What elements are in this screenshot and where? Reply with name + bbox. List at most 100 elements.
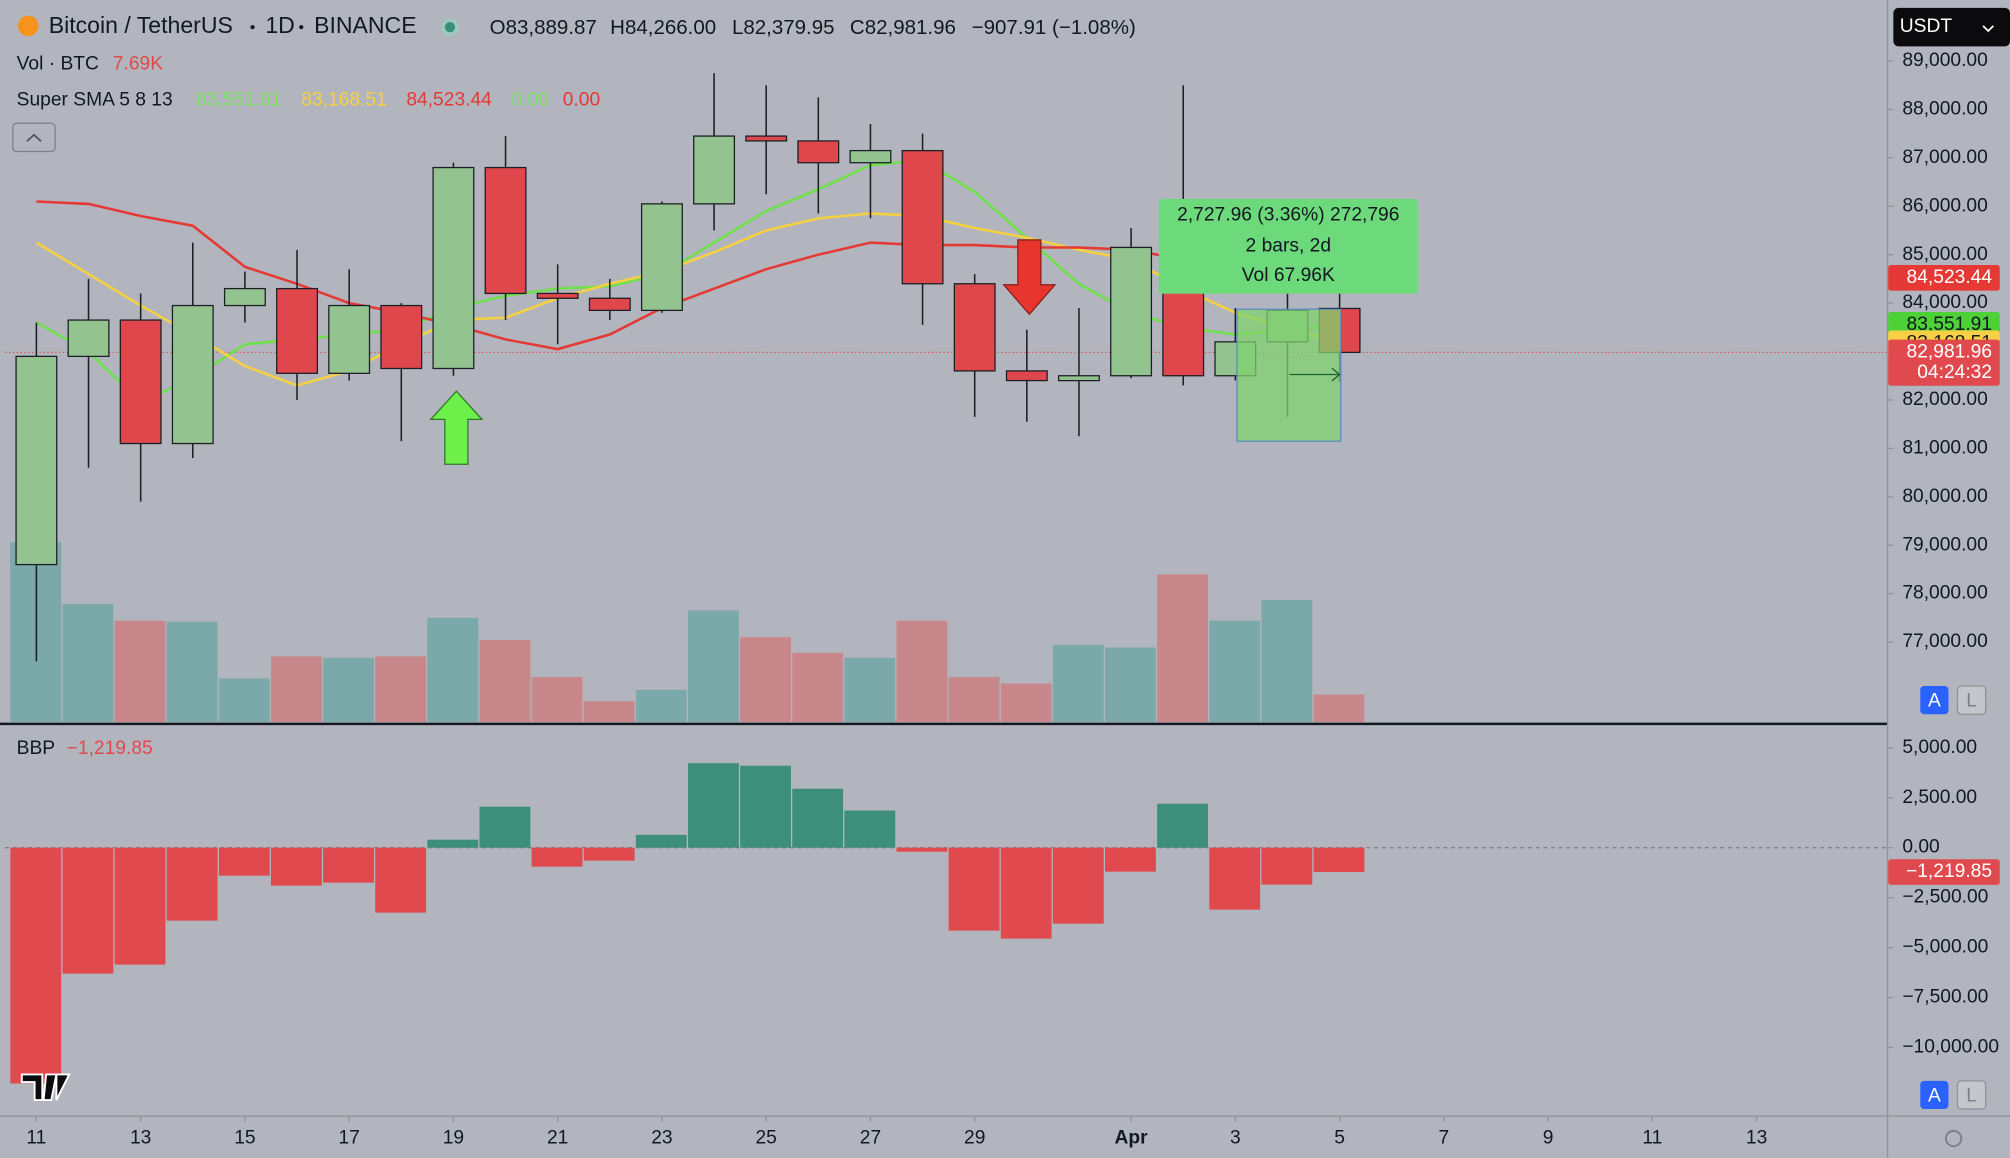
settings-icon[interactable]: [1944, 1129, 1963, 1148]
price-badge-label: 83,551.91: [1907, 314, 1993, 335]
bbp-badge: [1888, 859, 2000, 885]
y-tick-label: 86,000.00: [1902, 195, 1988, 216]
log-scale-button[interactable]: [1956, 685, 1987, 715]
x-tick-label: 11: [1642, 1128, 1662, 1149]
volume-bar: [62, 603, 114, 722]
bbp-bar: [1000, 847, 1052, 939]
countdown: 04:24:32: [1917, 362, 1992, 383]
volume-title: Vol · BTC: [17, 53, 99, 74]
bbp-bar: [427, 839, 479, 848]
y-tick-label: 78,000.00: [1902, 583, 1988, 604]
bbp-bar: [270, 847, 322, 886]
auto-scale-label[interactable]: A: [1928, 690, 1941, 711]
volume-bar: [270, 656, 322, 722]
volume-bar: [792, 652, 844, 722]
volume-bar: [896, 620, 948, 722]
sma-legend-value: 84,523.44: [406, 89, 492, 110]
interval[interactable]: 1D: [265, 12, 294, 38]
logo: [20, 1073, 71, 1102]
currency[interactable]: USDT: [1900, 16, 1953, 37]
y-tick-label: 82,000.00: [1902, 389, 1988, 410]
candle-body: [223, 287, 266, 307]
x-tick-label: 15: [234, 1128, 255, 1149]
log-scale-label[interactable]: L: [1966, 1085, 1977, 1106]
candle-body: [15, 355, 58, 566]
bbp-bar: [114, 847, 166, 965]
bbp-bar: [1105, 847, 1156, 872]
last-price-label: 82,981.96: [1907, 341, 1993, 362]
bbp-bar: [10, 847, 62, 1084]
x-tick-label: Apr: [1115, 1128, 1149, 1149]
bbp-bar: [948, 847, 1000, 931]
y-tick-label: 79,000.00: [1902, 534, 1988, 555]
bbp-bar: [583, 847, 635, 861]
exchange: BINANCE: [314, 12, 417, 38]
bbp-bar: [479, 806, 531, 848]
volume-bar: [166, 621, 218, 722]
candle-body: [1110, 246, 1153, 377]
y-tick-label: 85,000.00: [1902, 244, 1988, 265]
symbol[interactable]: Bitcoin / TetherUS: [49, 12, 233, 38]
y-tick-label: 2,500.00: [1902, 787, 1977, 808]
dropdown-icon: [1982, 25, 1994, 33]
volume-bar: [1261, 600, 1313, 722]
volume-bar: [1157, 574, 1208, 722]
volume-value: 7.69K: [113, 53, 163, 74]
candle-body: [693, 135, 736, 205]
sma-legend-value: 0.00: [563, 89, 600, 110]
ohlc-change: −907.91 (−1.08%): [972, 16, 1136, 39]
x-tick-label: 21: [547, 1128, 568, 1149]
auto-scale-button[interactable]: [1920, 1080, 1949, 1110]
bbp-value: −1,219.85: [67, 738, 153, 759]
ohlc-low: L82,379.95: [732, 16, 835, 39]
sma-legend-value: 0.00: [511, 89, 548, 110]
auto-scale-button[interactable]: [1920, 686, 1949, 715]
bbp-bar: [62, 847, 114, 974]
bbp-bar: [531, 847, 583, 867]
candle-body: [276, 287, 319, 374]
y-tick-label: 81,000.00: [1902, 437, 1988, 458]
bbp-bar: [1313, 847, 1365, 873]
y-tick-label: 88,000.00: [1902, 99, 1988, 120]
sma-legend-value: 83,551.91: [196, 89, 282, 110]
candle-body: [640, 203, 683, 312]
auto-scale-label[interactable]: A: [1928, 1085, 1941, 1106]
bbp-bar: [635, 834, 687, 848]
volume-bar: [218, 678, 270, 722]
y-tick-label: −10,000.00: [1902, 1037, 1999, 1058]
ohlc-close: C82,981.96: [850, 16, 956, 39]
volume-bar: [844, 657, 896, 722]
bbp-bar: [323, 847, 374, 883]
candle-body: [797, 140, 840, 164]
measure-arrow: [1331, 367, 1341, 382]
x-tick-label: 13: [130, 1128, 151, 1149]
volume-bar: [323, 657, 374, 722]
y-tick-label: −2,500.00: [1902, 887, 1988, 908]
collapse-icon: [26, 133, 42, 142]
y-tick-label: 0.00: [1902, 837, 1939, 858]
y-tick-label: 84,000.00: [1902, 292, 1988, 313]
bbp-bar: [218, 847, 270, 876]
buy-arrow: [429, 390, 484, 465]
candle-body: [484, 166, 527, 295]
log-scale-label[interactable]: L: [1966, 690, 1977, 711]
currency-selector[interactable]: [1893, 7, 2010, 47]
volume-bar: [1000, 683, 1052, 722]
x-tick-label: 3: [1230, 1128, 1241, 1149]
sma-legend-value: 83,168.51: [301, 89, 387, 110]
collapse-button[interactable]: [12, 122, 56, 153]
volume-bar: [1105, 647, 1156, 722]
bbp-bar: [1052, 847, 1104, 924]
volume-bar: [1313, 694, 1365, 722]
bbp-bar: [1209, 847, 1261, 910]
separator: [250, 25, 255, 30]
x-tick-label: 7: [1439, 1128, 1450, 1149]
log-scale-button[interactable]: [1956, 1080, 1987, 1110]
volume-bar: [583, 701, 635, 722]
y-tick-label: −7,500.00: [1902, 987, 1988, 1008]
y-tick-label: 80,000.00: [1902, 486, 1988, 507]
candle-body: [953, 283, 996, 372]
y-tick-label: 77,000.00: [1902, 631, 1988, 652]
bbp-bar: [792, 788, 844, 848]
